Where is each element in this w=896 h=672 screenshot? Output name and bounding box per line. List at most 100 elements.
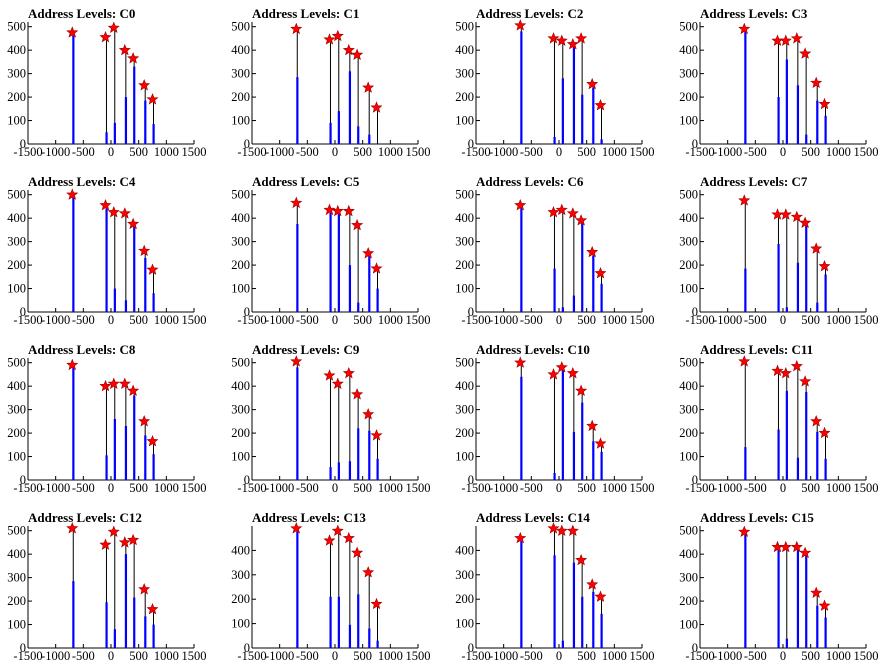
x-tick-label: -1500: [685, 481, 714, 495]
level-bar: [600, 613, 603, 648]
x-tick-label: -500: [72, 649, 95, 663]
peak-star-marker: [779, 208, 792, 220]
y-tick-label: 200: [455, 90, 474, 104]
chart-title: Address Levels: C3: [700, 6, 808, 21]
y-tick-label: 400: [455, 543, 474, 557]
level-bar: [368, 628, 371, 648]
y-tick-label: 200: [231, 90, 250, 104]
y-tick-label: 400: [7, 547, 26, 561]
peak-star-marker: [323, 534, 336, 546]
x-tick-label: 1500: [182, 649, 207, 663]
chart-title: Address Levels: C0: [28, 6, 135, 21]
level-bar: [337, 213, 340, 312]
x-tick-label: 500: [129, 145, 148, 159]
level-bar: [805, 392, 808, 480]
level-bar: [368, 430, 371, 480]
level-bar: [592, 591, 595, 648]
level-bar: [581, 402, 584, 480]
y-tick-label: 500: [679, 356, 698, 370]
x-tick-label: 1000: [826, 313, 851, 327]
peak-star-marker: [818, 97, 831, 110]
level-bar: [561, 307, 564, 312]
level-bar: [152, 624, 155, 648]
x-tick-label: 500: [801, 649, 820, 663]
peak-star-marker: [810, 586, 823, 598]
x-tick-label: -500: [296, 145, 319, 159]
y-tick-label: 100: [455, 617, 474, 631]
level-bar: [796, 549, 800, 648]
level-bar: [553, 472, 556, 480]
x-tick-label: -1000: [489, 481, 518, 495]
level-bar: [777, 97, 780, 144]
level-bar: [520, 376, 523, 480]
y-tick-label: 300: [679, 67, 698, 81]
peak-star-marker: [779, 34, 792, 46]
peak-star-marker: [818, 426, 831, 439]
peak-star-marker: [66, 358, 79, 371]
y-tick-label: 100: [679, 618, 698, 632]
peak-star-marker: [290, 196, 303, 209]
level-bar: [824, 458, 827, 480]
y-tick-label: 400: [455, 43, 474, 57]
x-tick-label: 500: [577, 481, 596, 495]
peak-star-marker: [351, 388, 364, 400]
x-tick-label: 1500: [854, 649, 879, 663]
x-tick-label: -1500: [685, 649, 714, 663]
y-tick-label: 0: [244, 641, 250, 655]
x-tick-label: 0: [108, 145, 114, 159]
x-tick-label: 0: [780, 145, 786, 159]
peak-star-marker: [586, 245, 599, 258]
chart-panel: Address Levels: C30100200300400500-1500-…: [679, 6, 878, 159]
level-bar: [296, 367, 299, 480]
y-tick-label: 300: [231, 568, 250, 582]
level-bar: [105, 455, 108, 480]
peak-star-marker: [555, 361, 568, 373]
x-tick-label: -1500: [13, 313, 42, 327]
y-tick-label: 100: [231, 114, 250, 128]
chart-panel: Address Levels: C10100200300400500-1500-…: [231, 6, 430, 159]
x-tick-label: -500: [296, 481, 319, 495]
y-tick-label: 100: [7, 618, 26, 632]
y-tick-label: 0: [692, 137, 698, 151]
y-tick-label: 500: [231, 356, 250, 370]
peak-star-marker: [790, 540, 803, 553]
level-bar: [777, 243, 780, 312]
y-tick-label: 300: [455, 67, 474, 81]
chart-panel: Address Levels: C15 0 100 200 300 400 500 -1500…: [679, 510, 878, 663]
y-tick-label: 200: [679, 258, 698, 272]
x-tick-label: 1500: [854, 145, 879, 159]
x-tick-label: -1000: [713, 313, 742, 327]
level-bar: [592, 87, 595, 144]
x-tick-label: 1500: [406, 481, 431, 495]
peak-star-marker: [146, 263, 159, 275]
x-tick-label: -1500: [237, 649, 266, 663]
x-tick-label: 1000: [826, 481, 851, 495]
x-tick-label: -1500: [237, 145, 266, 159]
x-tick-label: -1000: [265, 649, 294, 663]
peak-star-marker: [351, 546, 364, 558]
x-tick-label: 500: [577, 145, 596, 159]
peak-star-marker: [586, 578, 599, 590]
y-tick-label: 0: [20, 305, 26, 319]
peak-star-marker: [362, 81, 375, 93]
peak-star-marker: [738, 194, 751, 206]
y-tick-label: 100: [455, 450, 474, 464]
x-tick-label: 1500: [182, 481, 207, 495]
peak-star-marker: [146, 602, 159, 615]
peak-star-marker: [107, 377, 120, 389]
y-tick-label: 100: [679, 114, 698, 128]
y-tick-label: 400: [679, 379, 698, 393]
x-tick-label: -1500: [461, 145, 490, 159]
peak-star-marker: [799, 375, 812, 387]
x-tick-label: -500: [744, 145, 767, 159]
peak-star-marker: [566, 37, 579, 50]
level-bar: [348, 624, 352, 648]
y-tick-label: 0: [20, 473, 26, 487]
y-tick-label: 0: [468, 473, 474, 487]
peak-star-marker: [555, 34, 568, 46]
level-bar: [72, 365, 75, 480]
y-tick-label: 0: [692, 641, 698, 655]
x-tick-label: 1000: [378, 313, 403, 327]
x-tick-label: 1500: [406, 649, 431, 663]
